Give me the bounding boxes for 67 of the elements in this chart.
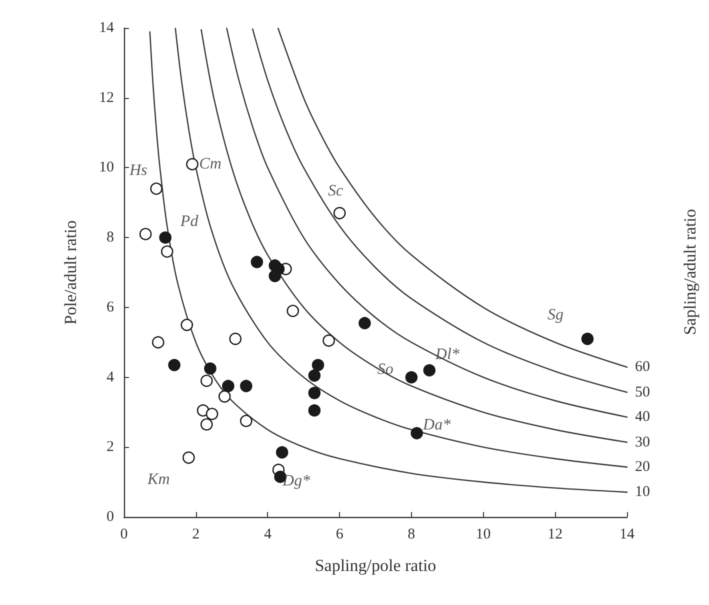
x-tick-label: 4 [264,526,272,542]
point [222,380,234,392]
point [308,369,321,382]
y-tick-label: 2 [106,439,114,456]
x-tick-label: 2 [192,526,200,542]
point [160,245,174,258]
point [229,332,242,346]
point [333,206,346,220]
y-axis-title: Pole/adult ratio [61,220,80,325]
point [240,380,252,392]
x-tick-label: 10 [476,526,491,542]
point [182,451,195,464]
x-tick-label: 8 [408,526,416,542]
x-tick-label: 14 [620,526,635,542]
series-label: 30 [635,434,650,450]
point [200,418,213,431]
point [139,228,152,240]
x-axis-title: Sapling/pole ratio [314,556,436,575]
series-label: 10 [635,484,650,500]
point [206,408,218,420]
annotation: Km [146,471,170,488]
point [410,427,423,440]
point [308,404,321,417]
point [423,364,436,376]
x-tick-label: 6 [336,526,344,542]
annotation: Dl* [434,346,460,363]
point [581,332,594,346]
annotation: Da* [422,416,451,434]
y-tick-label: 0 [106,509,114,525]
point [152,336,164,349]
point [276,446,288,459]
y-tick-label: 6 [106,299,114,316]
annotation: Cm [199,156,222,173]
y-tick-label: 10 [99,160,114,176]
series-label: 50 [635,384,650,400]
y-tick-label: 8 [106,230,114,246]
y-tick-label: 12 [99,90,114,106]
x-tick-label: 0 [120,526,128,542]
annotation: Sc [328,182,344,200]
annotation: Dg* [282,472,310,490]
point [312,358,324,372]
point [405,371,418,384]
point [180,318,194,332]
annotation: Pd [179,213,200,230]
annotation: Sg [547,306,564,324]
series-label: 20 [635,459,650,476]
point [286,304,300,318]
annotation: Hs [128,162,148,180]
series-label: 40 [635,409,650,426]
point [250,256,264,268]
point [268,270,282,282]
point [168,358,180,372]
point [200,374,213,387]
y2-axis-title: Sapling/adult ratio [680,208,700,336]
point [204,362,216,375]
y-tick-label: 4 [106,369,114,386]
point [240,414,252,428]
point [358,317,371,330]
point [159,231,172,244]
point [218,390,231,403]
point [150,182,162,195]
point [186,158,198,170]
series-label: 60 [635,359,650,376]
y-tick-label: 14 [99,20,114,36]
x-tick-label: 12 [548,526,563,542]
point [308,386,321,400]
point [322,334,335,347]
